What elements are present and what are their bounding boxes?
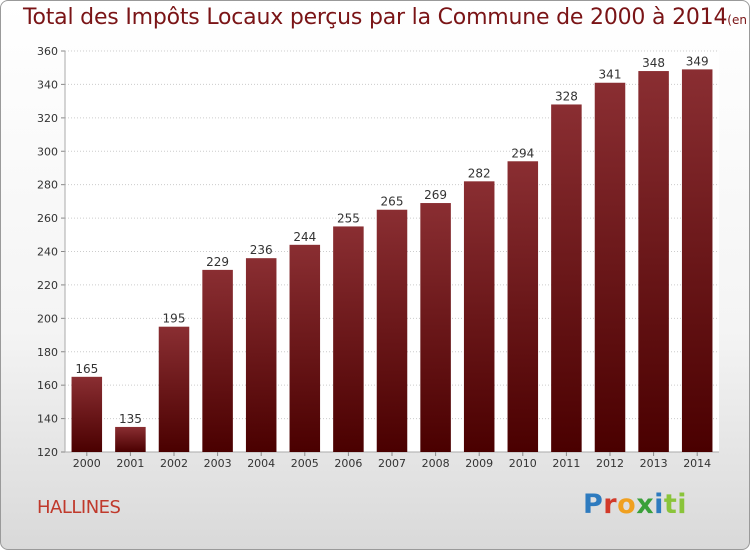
bar [202,269,233,452]
bar-value-label: 349 [686,54,709,68]
x-tick-label: 2004 [247,457,275,470]
bar-value-label: 328 [555,89,578,103]
x-tick-label: 2012 [596,457,624,470]
x-tick-label: 2007 [378,457,406,470]
y-tick-label: 340 [37,78,58,91]
bar-value-label: 255 [337,211,360,225]
chart-unit: (en milliers d'€) [727,13,749,27]
x-tick-label: 2006 [334,457,362,470]
chart-title-text: Total des Impôts Locaux perçus par la Co… [23,5,728,30]
bar [594,82,626,452]
x-tick-label: 2011 [552,457,580,470]
y-tick-label: 240 [37,246,58,259]
bar-value-label: 269 [424,188,447,202]
y-tick-label: 220 [37,279,58,292]
y-tick-label: 160 [37,379,58,392]
y-tick-label: 120 [37,446,58,459]
bar-value-label: 244 [293,230,316,244]
bar-value-label: 165 [75,362,98,376]
y-tick-label: 180 [37,346,58,359]
logo-letter: ti [663,489,688,520]
x-tick-label: 2008 [422,457,450,470]
logo-letter: r [603,489,618,520]
bar [376,209,408,452]
bar [551,104,582,452]
x-tick-label: 2013 [640,457,668,470]
y-tick-label: 360 [37,45,58,58]
y-tick-label: 200 [37,312,58,325]
x-tick-label: 2014 [683,457,711,470]
x-tick-label: 2003 [204,457,232,470]
bar-value-label: 229 [206,255,229,269]
commune-name: HALLINES [37,497,121,518]
x-tick-label: 2002 [160,457,188,470]
y-tick-label: 280 [37,179,58,192]
bar-value-label: 282 [468,166,491,180]
logo-letter: i [654,489,664,520]
bar [463,181,495,452]
y-tick-label: 140 [37,413,58,426]
proxiti-logo: Proxiti [583,489,687,520]
bar [245,258,277,452]
bar-value-label: 195 [163,312,186,326]
bar-value-label: 265 [381,195,404,209]
logo-letter: P [583,489,604,520]
bar [507,161,539,452]
bar-value-label: 135 [119,412,142,426]
bar [333,226,364,452]
bar [638,71,669,453]
bar-value-label: 348 [642,56,665,70]
logo-letter: o [617,489,637,520]
bar [158,326,190,452]
x-tick-label: 2005 [291,457,319,470]
bar [289,244,321,452]
y-tick-label: 260 [37,212,58,225]
logo-letter: x [636,489,655,520]
x-tick-label: 2001 [116,457,144,470]
y-tick-label: 300 [37,145,58,158]
bar-value-label: 341 [599,68,622,82]
y-tick-label: 320 [37,112,58,125]
bar [115,426,146,452]
bar [420,203,451,452]
x-tick-label: 2009 [465,457,493,470]
bar-value-label: 236 [250,243,273,257]
bar-value-label: 294 [511,146,534,160]
bar [681,69,713,453]
bar [71,376,103,452]
x-tick-label: 2010 [509,457,537,470]
x-tick-label: 2000 [73,457,101,470]
chart-title: Total des Impôts Locaux perçus par la Co… [23,5,749,30]
